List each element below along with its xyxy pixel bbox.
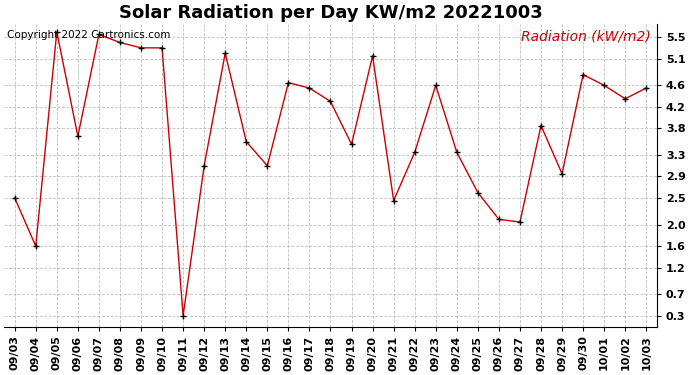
Text: Radiation (kW/m2): Radiation (kW/m2)	[520, 30, 650, 44]
Title: Solar Radiation per Day KW/m2 20221003: Solar Radiation per Day KW/m2 20221003	[119, 4, 542, 22]
Text: Copyright 2022 Cartronics.com: Copyright 2022 Cartronics.com	[8, 30, 171, 40]
